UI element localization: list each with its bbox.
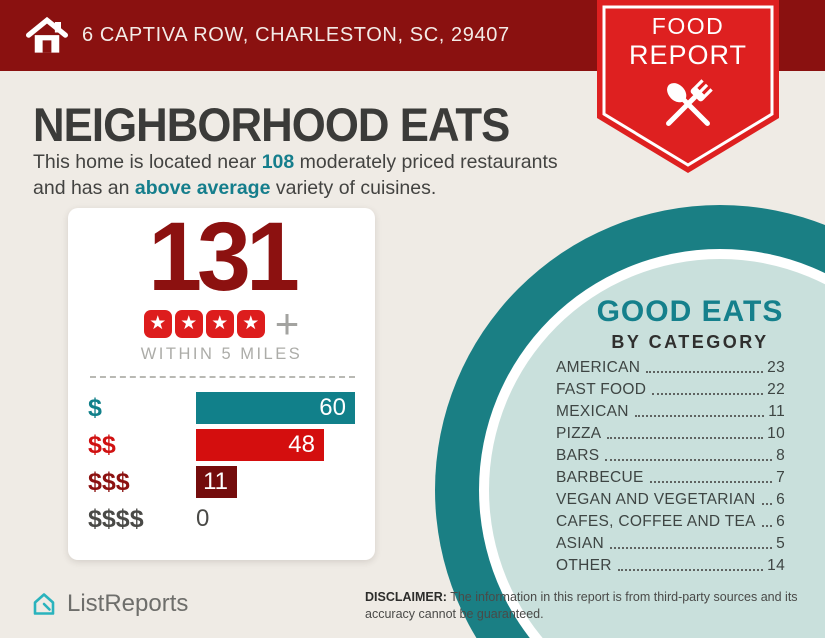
bar-value: 60 — [319, 394, 346, 421]
star-icon: ★ — [174, 310, 203, 338]
subtitle-text-2: moderately priced restaurants and has an — [33, 151, 558, 199]
category-value: 6 — [776, 513, 785, 530]
restaurant-count-highlight: 108 — [261, 151, 295, 173]
bar-value: 48 — [288, 431, 315, 458]
listreports-logo: ListReports — [30, 590, 188, 618]
price-bar-row: $$$$ 0 — [88, 503, 355, 535]
category-value: 22 — [767, 381, 785, 398]
category-circle-ring — [435, 205, 825, 638]
price-label: $$$ — [88, 467, 130, 496]
category-row: CAFES, COFFEE AND TEA 6 — [556, 509, 785, 531]
ribbon-line1: FOOD — [651, 13, 725, 39]
category-label: AMERICAN — [556, 359, 641, 376]
category-row: FAST FOOD 22 — [556, 377, 785, 399]
property-address: 6 CAPTIVA ROW, CHARLESTON, SC, 29407 — [82, 24, 510, 46]
listreports-wordmark: ListReports — [67, 590, 189, 617]
page-subtitle: This home is located near 108 moderately… — [33, 149, 591, 201]
category-row: BARS 8 — [556, 443, 785, 465]
price-bar-row: $$ 48 — [88, 429, 355, 461]
listreports-house-icon — [33, 593, 55, 615]
category-value: 6 — [776, 491, 785, 508]
bar-value: 0 — [196, 505, 210, 532]
category-row: AMERICAN 23 — [556, 355, 785, 377]
food-report-ribbon: FOOD REPORT — [597, 0, 779, 175]
category-row: VEGAN AND VEGETARIAN 6 — [556, 487, 785, 509]
price-bar: 0 — [196, 503, 209, 535]
dotted-leader — [649, 481, 773, 483]
dotted-leader — [652, 393, 764, 395]
price-label: $$$$ — [88, 504, 144, 533]
good-eats-header: GOOD EATS BY CATEGORY — [556, 295, 824, 353]
dotted-leader — [646, 371, 764, 373]
category-list: AMERICAN 23 FAST FOOD 22 MEXICAN 11 PIZZA 10… — [556, 355, 785, 575]
ribbon-line2: REPORT — [628, 40, 748, 70]
star-icon: ★ — [143, 310, 172, 338]
restaurant-total-count: 131 — [148, 202, 300, 311]
category-label: VEGAN AND VEGETARIAN — [556, 491, 756, 508]
category-value: 11 — [768, 403, 785, 420]
category-value: 8 — [776, 447, 785, 464]
dotted-leader — [607, 437, 764, 439]
category-label: OTHER — [556, 557, 612, 574]
dotted-leader — [634, 415, 765, 417]
category-value: 5 — [776, 535, 785, 552]
price-level-bar-chart: $ 60 $$ 48 $$$ 11 $$$$ 0 — [88, 392, 355, 540]
category-value: 14 — [767, 557, 785, 574]
ribbon-shape — [597, 0, 779, 173]
category-row: ASIAN 5 — [556, 531, 785, 553]
category-row: OTHER 14 — [556, 553, 785, 575]
price-bar: 11 — [196, 466, 237, 498]
dotted-leader — [605, 459, 773, 461]
star-icon: ★ — [236, 310, 265, 338]
category-label: ASIAN — [556, 535, 605, 552]
price-label: $ — [88, 393, 102, 422]
plus-sign: + — [274, 300, 300, 347]
price-bar-row: $ 60 — [88, 392, 355, 424]
good-eats-subtitle: BY CATEGORY — [611, 332, 769, 352]
category-row: MEXICAN 11 — [556, 399, 785, 421]
bar-value: 11 — [203, 468, 228, 495]
disclaimer-text: The information in this report is from t… — [365, 590, 798, 622]
category-label: BARBECUE — [556, 469, 644, 486]
price-bar-row: $$$ 11 — [88, 466, 355, 498]
dotted-leader — [617, 569, 764, 571]
variety-highlight: above average — [134, 177, 271, 199]
category-label: PIZZA — [556, 425, 602, 442]
star-rating: ★ ★ ★ ★ + — [68, 300, 375, 347]
page-title: NEIGHBORHOOD EATS — [33, 98, 510, 151]
category-value: 7 — [776, 469, 785, 486]
price-bar: 60 — [195, 392, 355, 424]
good-eats-title: GOOD EATS — [596, 295, 784, 328]
category-label: BARS — [556, 447, 600, 464]
subtitle-text-1: This home is located near — [33, 151, 262, 173]
disclaimer: DISCLAIMER: The information in this repo… — [365, 589, 813, 624]
dashed-divider — [90, 376, 355, 378]
category-label: MEXICAN — [556, 403, 629, 420]
category-value: 10 — [767, 425, 785, 442]
star-icon: ★ — [205, 310, 234, 338]
restaurant-stats-card: 131 ★ ★ ★ ★ + WITHIN 5 MILES $ 60 $$ 48 $$$ … — [68, 204, 375, 560]
dotted-leader — [610, 547, 773, 549]
radius-caption: WITHIN 5 MILES — [140, 345, 303, 363]
category-label: CAFES, COFFEE AND TEA — [556, 513, 756, 530]
dotted-leader — [761, 503, 773, 505]
house-icon — [26, 16, 68, 53]
category-row: PIZZA 10 — [556, 421, 785, 443]
category-label: FAST FOOD — [556, 381, 647, 398]
disclaimer-label: DISCLAIMER: — [365, 590, 447, 604]
category-value: 23 — [767, 359, 785, 376]
category-row: BARBECUE 7 — [556, 465, 785, 487]
crossed-spoon-fork-icon — [666, 79, 713, 126]
price-bar: 48 — [196, 429, 324, 461]
subtitle-text-3: variety of cuisines. — [270, 177, 437, 199]
price-label: $$ — [88, 430, 116, 459]
dotted-leader — [761, 525, 773, 527]
